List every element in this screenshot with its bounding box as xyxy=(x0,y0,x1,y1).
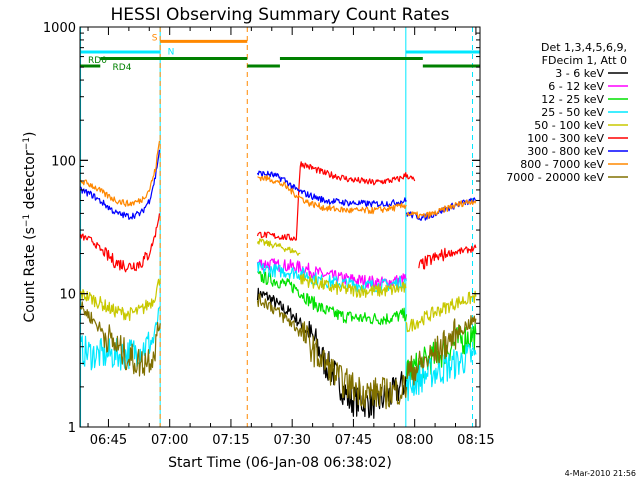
legend-label: 3 - 6 keV xyxy=(555,67,604,80)
legend-label: 6 - 12 keV xyxy=(548,80,604,93)
series-line-8-seg-0 xyxy=(79,301,161,377)
legend-label: 7000 - 20000 keV xyxy=(506,171,604,184)
series-line-5-seg-0 xyxy=(79,213,161,273)
legend: Det 1,3,4,5,6,9,FDecim 1, Att 03 - 6 keV… xyxy=(506,41,628,184)
flag-bars xyxy=(80,39,480,68)
axes: 1 10 100 1000 06:45 07:00 07:15 07:30 07:45 08:00… xyxy=(43,21,495,448)
series-line-3-seg-1 xyxy=(256,261,408,293)
series-line-7-seg-0 xyxy=(79,140,161,207)
series-line-8-seg-2 xyxy=(406,315,477,386)
series-line-4-seg-0 xyxy=(79,278,161,322)
x-tick-label: 08:15 xyxy=(457,433,494,448)
series-line-4-seg-1 xyxy=(256,238,301,256)
vertical-markers xyxy=(80,27,474,427)
footer-date: 4-Mar-2010 21:56 xyxy=(565,469,636,478)
series-line-3-seg-0 xyxy=(79,306,161,371)
flag-label-s: S xyxy=(152,34,158,44)
y-tick-label: 1 xyxy=(68,421,76,436)
plot-frame xyxy=(79,26,481,428)
legend-label: 12 - 25 keV xyxy=(541,93,604,106)
x-tick-label: 07:00 xyxy=(151,433,188,448)
series-line-6-seg-0 xyxy=(79,149,161,220)
series-line-4-seg-3 xyxy=(405,290,477,333)
series-line-8-seg-1 xyxy=(256,293,408,410)
flag-label-rd4: RD4 xyxy=(113,63,132,73)
series-line-5-seg-2 xyxy=(418,244,477,270)
flag-label-rd0: RD0 xyxy=(88,56,107,66)
legend-header-line: FDecim 1, Att 0 xyxy=(542,54,627,67)
y-tick-label: 10 xyxy=(59,288,76,303)
series-line-5-seg-1 xyxy=(256,161,416,241)
x-tick-label: 06:45 xyxy=(90,433,127,448)
y-tick-label: 100 xyxy=(51,154,76,169)
x-tick-label: 07:30 xyxy=(273,433,310,448)
series-line-7-seg-1 xyxy=(257,174,407,215)
x-tick-label: 07:15 xyxy=(212,433,249,448)
legend-label: 300 - 800 keV xyxy=(527,145,604,158)
x-tick-label: 07:45 xyxy=(335,433,372,448)
series-line-4-seg-2 xyxy=(299,273,407,298)
flag-labels: SN RD0 RD4 xyxy=(88,34,174,73)
series-line-2-seg-0 xyxy=(257,270,408,326)
y-axis-label: Count Rate (s−1 detector−1) xyxy=(22,132,38,323)
legend-label: 50 - 100 keV xyxy=(534,119,604,132)
x-tick-label: 08:00 xyxy=(396,433,433,448)
legend-label: 800 - 7000 keV xyxy=(520,158,604,171)
legend-label: 25 - 50 keV xyxy=(541,106,604,119)
chart-title: HESSI Observing Summary Count Rates xyxy=(110,5,449,25)
series-line-7-seg-2 xyxy=(406,199,477,219)
legend-header-line: Det 1,3,4,5,6,9, xyxy=(541,41,627,54)
series-line-0-seg-0 xyxy=(256,287,408,419)
legend-label: 100 - 300 keV xyxy=(527,132,604,145)
series-line-6-seg-1 xyxy=(256,170,407,208)
flag-label-n: N xyxy=(168,48,175,58)
series-line-6-seg-2 xyxy=(405,197,477,221)
x-axis-label: Start Time (06-Jan-08 06:38:02) xyxy=(168,455,392,471)
series-lines xyxy=(79,140,477,419)
y-tick-label: 1000 xyxy=(43,21,76,36)
